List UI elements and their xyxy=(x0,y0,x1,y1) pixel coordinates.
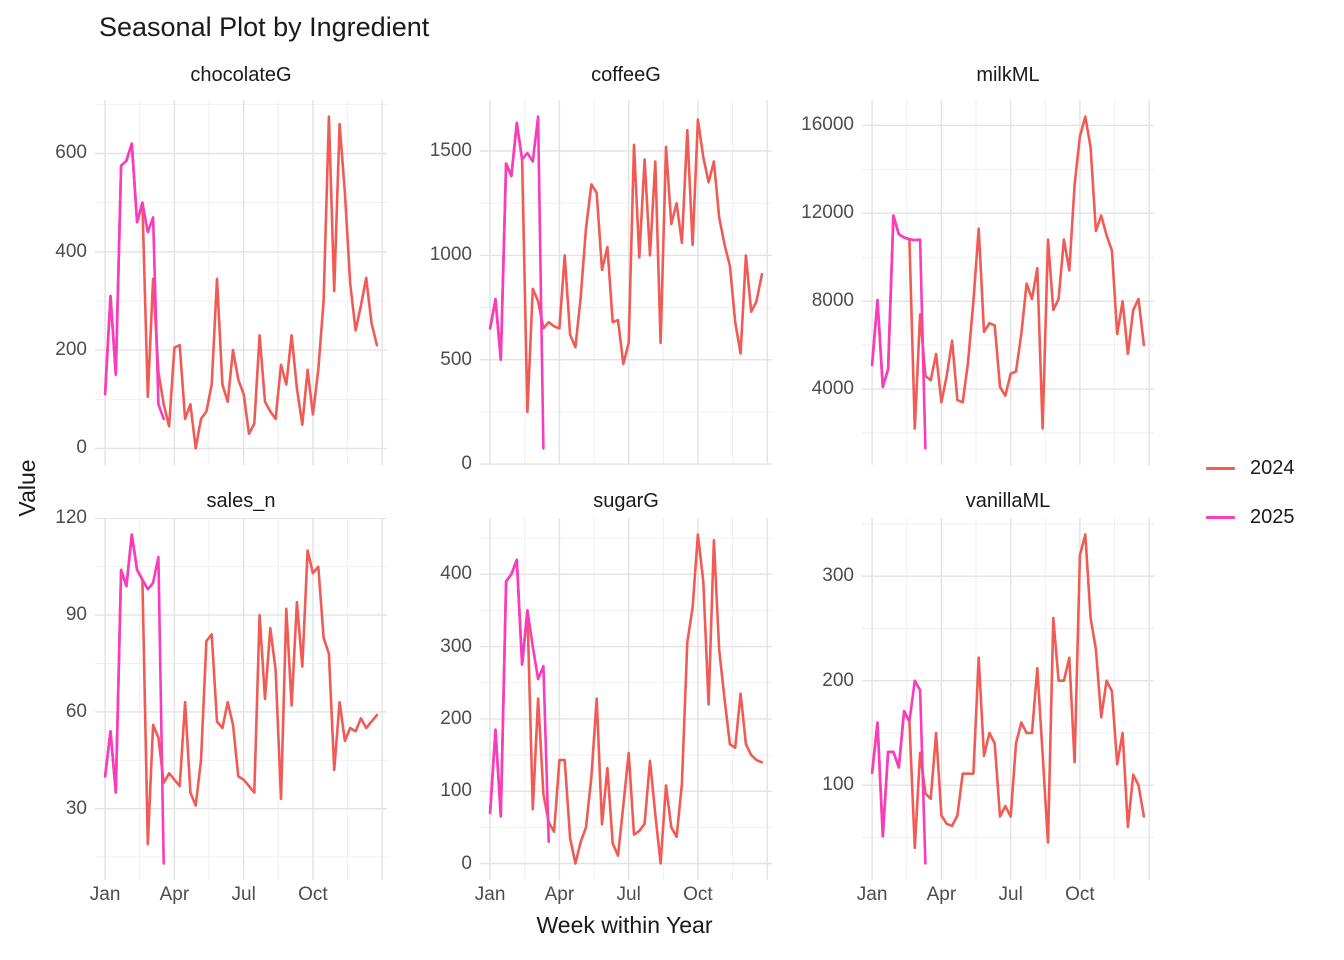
facet-plot-area-vanillaML xyxy=(862,518,1154,880)
y-tick-label-coffeeG: 1500 xyxy=(429,140,472,162)
y-tick-label-milkML: 8000 xyxy=(811,290,854,312)
series-line-2024 xyxy=(870,115,1146,430)
legend-key-line-2024 xyxy=(1206,467,1235,470)
x-tick-label-apr: Apr xyxy=(926,884,957,905)
facet-strip-sugarG: sugarG xyxy=(593,490,659,512)
y-tick-label-chocolateG: 0 xyxy=(76,437,87,459)
facet-panel-vanillaML xyxy=(862,518,1154,880)
y-tick-label-milkML: 4000 xyxy=(811,378,854,400)
facet-panel-coffeeG xyxy=(480,100,772,465)
facet-plot-area-sales_n xyxy=(95,517,387,880)
x-tick-label-apr: Apr xyxy=(159,884,190,905)
y-tick-label-vanillaML: 300 xyxy=(822,565,854,587)
x-tick-label-jan: Jan xyxy=(89,884,121,905)
y-tick-label-sales_n: 60 xyxy=(65,700,87,722)
x-axis-title: Week within Year xyxy=(536,912,713,938)
x-tick-label-apr: Apr xyxy=(544,884,575,905)
y-tick-label-vanillaML: 200 xyxy=(822,669,854,691)
y-tick-label-sugarG: 0 xyxy=(461,852,472,874)
facet-panel-milkML xyxy=(862,100,1154,465)
x-tick-label-jul: Jul xyxy=(231,884,256,905)
y-tick-label-milkML: 16000 xyxy=(801,114,854,136)
x-tick-label-jul: Jul xyxy=(998,884,1023,905)
series-line-2024 xyxy=(870,533,1146,850)
legend: 2024 2025 xyxy=(1206,444,1295,542)
legend-item-2025: 2025 xyxy=(1206,493,1295,542)
y-tick-label-vanillaML: 100 xyxy=(822,774,854,796)
x-tick-label-oct: Oct xyxy=(298,884,328,905)
y-tick-label-coffeeG: 1000 xyxy=(429,244,472,266)
facet-strip-sales_n: sales_n xyxy=(206,490,276,512)
legend-label: 2025 xyxy=(1250,506,1295,528)
series-line-2024 xyxy=(103,115,379,450)
series-line-2025 xyxy=(103,533,165,865)
y-tick-label-chocolateG: 200 xyxy=(55,339,87,361)
y-tick-label-chocolateG: 600 xyxy=(55,142,87,164)
series-line-2025 xyxy=(870,679,927,865)
facet-strip-coffeeG: coffeeG xyxy=(591,64,661,86)
facet-plot-area-coffeeG xyxy=(480,100,772,465)
facet-strip-chocolateG: chocolateG xyxy=(190,64,292,86)
facet-panel-sales_n xyxy=(95,517,387,880)
y-tick-label-sugarG: 400 xyxy=(440,563,472,585)
y-tick-label-sugarG: 200 xyxy=(440,707,472,729)
x-tick-label-oct: Oct xyxy=(683,884,713,905)
series-line-2025 xyxy=(488,558,550,844)
y-tick-label-sales_n: 30 xyxy=(65,797,87,819)
y-tick-label-sugarG: 100 xyxy=(440,780,472,802)
legend-key-line-2025 xyxy=(1206,516,1235,519)
facet-plot-area-chocolateG xyxy=(95,100,387,465)
legend-item-2024: 2024 xyxy=(1206,444,1295,493)
series-line-2025 xyxy=(488,115,545,450)
y-tick-label-coffeeG: 500 xyxy=(440,348,472,370)
facet-panel-chocolateG xyxy=(95,100,387,465)
y-tick-label-sugarG: 300 xyxy=(440,635,472,657)
series-line-2025 xyxy=(870,214,927,450)
x-tick-label-jul: Jul xyxy=(616,884,641,905)
x-tick-label-jan: Jan xyxy=(474,884,506,905)
y-tick-label-sales_n: 90 xyxy=(65,604,87,626)
x-tick-label-jan: Jan xyxy=(856,884,888,905)
facet-panel-sugarG xyxy=(480,518,772,880)
y-axis-title: Value xyxy=(14,459,40,517)
y-tick-label-coffeeG: 0 xyxy=(461,453,472,475)
facet-plot-area-sugarG xyxy=(480,518,772,880)
y-tick-label-chocolateG: 400 xyxy=(55,240,87,262)
facet-plot-area-milkML xyxy=(862,100,1154,465)
facet-strip-vanillaML: vanillaML xyxy=(965,490,1051,512)
chart-title: Seasonal Plot by Ingredient xyxy=(99,12,430,42)
series-line-2024 xyxy=(488,533,764,865)
series-line-2024 xyxy=(103,533,379,846)
series-line-2025 xyxy=(103,142,165,421)
x-tick-label-oct: Oct xyxy=(1065,884,1095,905)
y-tick-label-sales_n: 120 xyxy=(55,507,87,529)
series-line-2024 xyxy=(488,118,764,414)
legend-label: 2024 xyxy=(1250,457,1295,479)
facet-strip-milkML: milkML xyxy=(976,64,1040,86)
y-tick-label-milkML: 12000 xyxy=(801,202,854,224)
